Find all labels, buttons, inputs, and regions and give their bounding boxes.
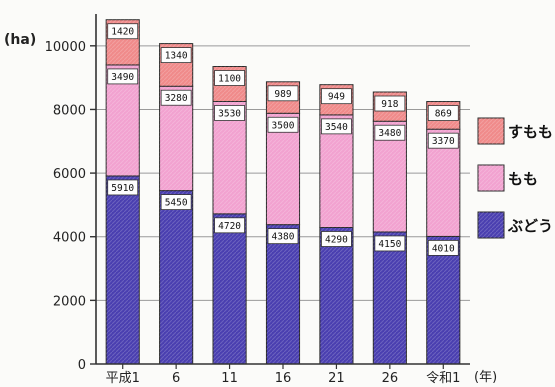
x-category-label: 平成1 [106,371,140,386]
data-label-box [374,235,406,252]
x-category-label: 6 [172,371,180,386]
x-category-label: 令和1 [426,371,460,386]
bar-segment: 918 [372,91,407,122]
y-axis-unit: (ha) [4,32,36,48]
data-label: 3490 [111,72,134,83]
data-label-box [107,23,139,40]
legend-swatch-texture [478,118,504,144]
bar-segment-texture [373,231,407,364]
legend-item: すもも [477,117,553,145]
bar-segment: 4720 [212,213,247,365]
x-axis-unit: (年) [474,370,497,385]
data-label-box [160,194,192,210]
data-label-box [267,116,299,133]
legend-swatch-texture [478,212,504,238]
data-label-box [427,240,459,256]
data-label-box [321,118,352,135]
data-label: 5450 [165,198,188,209]
data-label: 1100 [218,74,241,85]
data-label-box [107,179,139,196]
bar-segment-texture [159,190,193,364]
x-category-label: 16 [275,371,292,386]
y-tick-label: 8000 [53,103,86,118]
data-label: 949 [328,92,345,103]
data-label: 3530 [218,109,241,120]
data-label: 1420 [111,27,134,38]
data-label: 5910 [111,183,134,194]
bar-segment: 3370 [426,128,461,237]
data-label-box [214,217,245,234]
y-tick-label: 4000 [53,231,86,246]
x-category-label: 26 [382,371,399,386]
x-category-label: 11 [221,371,238,386]
legend-item: もも [477,164,538,192]
bar-segment: 989 [265,81,301,114]
data-label-box [427,105,459,121]
legend-label: もも [508,170,538,188]
bar-segment: 3500 [265,112,301,226]
data-label: 3540 [325,122,348,133]
data-label: 4010 [432,243,455,254]
y-tick-label: 2000 [53,294,86,309]
data-label: 4380 [272,232,295,243]
data-label: 989 [274,89,291,100]
data-label: 4290 [325,235,348,246]
x-category-label: 21 [328,371,345,386]
bars: 5910 3490 1420 5450 3280 1340 4720 3530 1100 4380… [105,19,461,365]
data-label-box [427,132,459,149]
bar-segment-texture [319,227,353,364]
y-axis-ticks: 0 2000 4000 6000 8000 10000 [45,40,96,373]
bar-segment: 4380 [265,224,301,365]
data-label-box [107,68,139,85]
legend-swatch-texture [478,165,504,191]
bar-segment: 5450 [159,190,194,365]
bar-segment: 1100 [212,66,247,102]
bar-segment: 869 [426,101,461,130]
data-label-box [214,70,245,86]
bar-segment: 3280 [159,85,194,192]
data-label-box [267,228,299,245]
data-label: 4720 [218,221,241,232]
data-label: 3500 [272,120,295,131]
data-label-box [214,105,245,121]
data-label-box [267,85,299,102]
data-label: 3370 [432,136,455,147]
bar-segment: 1420 [105,19,140,66]
bar-segment: 3480 [372,120,407,233]
legend-item: ぶどう [477,211,553,239]
data-label: 869 [435,109,452,120]
bar-segment: 4290 [319,227,354,365]
data-label: 3280 [165,93,188,104]
bar-segment-texture [426,236,460,364]
bar-segment: 1340 [159,43,194,87]
bar-segment: 949 [319,84,354,116]
bar-segment: 3490 [105,64,140,177]
bar-segment: 3530 [212,101,247,215]
data-label-box [160,47,192,63]
x-axis-categories: 平成1 6 11 16 21 26 令和1 [106,364,460,386]
y-tick-label: 6000 [53,167,86,182]
data-label: 918 [381,99,398,110]
bar-segment-texture [266,224,300,364]
data-label: 1340 [165,51,188,62]
bar-segment-texture [106,175,140,364]
y-tick-label: 10000 [45,40,86,55]
data-label-box [374,124,406,141]
data-label: 4150 [378,239,401,250]
legend-label: すもも [508,123,553,141]
data-label-box [321,231,352,247]
bar-segment: 4010 [426,235,461,365]
bar-segment-texture [213,213,247,364]
legend-label: ぶどう [507,217,553,235]
data-label-box [321,88,352,105]
bar-segment: 3540 [319,114,354,228]
data-label-box [160,89,192,106]
data-label: 3480 [378,128,401,139]
y-tick-label: 0 [78,358,86,373]
bar-segment: 5910 [105,175,140,365]
data-label-box [374,95,406,112]
bar-segment: 4150 [372,231,407,365]
